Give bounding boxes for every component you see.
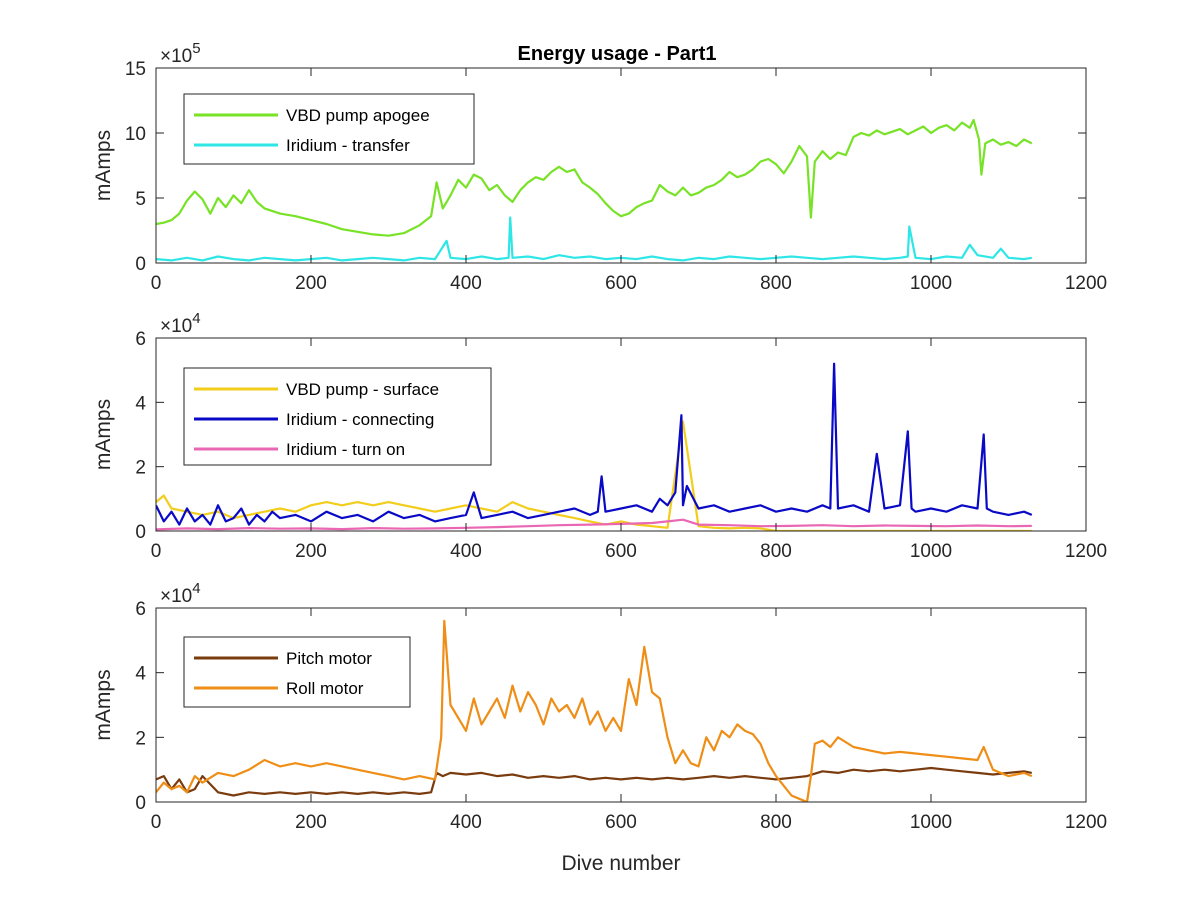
x-tick-label: 1200	[1065, 541, 1107, 562]
x-tick-label: 800	[760, 812, 792, 833]
legend-box	[183, 636, 411, 708]
y-tick-label: 15	[125, 59, 146, 80]
chart-title: Energy usage - Part1	[518, 43, 717, 65]
y-tick-label: 4	[135, 393, 146, 414]
y-exponent-base: ×10	[160, 586, 192, 607]
series-line-roll-motor	[156, 619, 1033, 802]
series-line-pitch-motor	[156, 766, 1033, 797]
series-group	[156, 118, 1033, 262]
x-tick-label: 600	[605, 273, 637, 294]
y-exponent-power: 5	[192, 40, 200, 57]
series-group	[156, 619, 1033, 802]
legend-label: Pitch motor	[286, 649, 372, 668]
x-tick-label: 800	[760, 273, 792, 294]
x-tick-label: 400	[450, 812, 482, 833]
y-tick-label: 5	[135, 189, 146, 210]
legend: VBD pump - surface Iridium - connecting Ir…	[183, 367, 492, 466]
series-line-iridium-transfer	[156, 216, 1032, 262]
y-tick-label: 0	[135, 522, 146, 543]
y-axis-label: mAmps	[92, 669, 115, 740]
legend-label: Iridium - turn on	[286, 440, 405, 459]
y-axis-label: mAmps	[92, 130, 115, 201]
y-tick-label: 2	[135, 728, 146, 749]
y-tick-label: 6	[135, 329, 146, 350]
y-exponent-base: ×10	[160, 46, 192, 67]
subplot-1: 0 200 400 600 800 1000 1200051015×105mAmpsEner…	[92, 40, 1107, 294]
y-exponent-label: ×104	[160, 310, 201, 337]
x-tick-label: 200	[295, 273, 327, 294]
y-tick-label: 0	[135, 793, 146, 814]
x-tick-label: 600	[605, 812, 637, 833]
x-axis-label: Dive number	[561, 852, 680, 875]
x-tick-label: 600	[605, 541, 637, 562]
y-exponent-power: 4	[192, 310, 200, 327]
x-tick-label: 0	[151, 812, 162, 833]
x-tick-label: 1200	[1065, 812, 1107, 833]
x-tick-label: 200	[295, 812, 327, 833]
x-tick-label: 1000	[910, 812, 952, 833]
x-tick-label: 800	[760, 541, 792, 562]
legend-box	[183, 93, 475, 165]
legend: Pitch motor Roll motor	[183, 636, 411, 708]
x-tick-label: 200	[295, 541, 327, 562]
x-tick-label: 1000	[910, 273, 952, 294]
y-exponent-power: 4	[192, 580, 200, 597]
x-tick-label: 400	[450, 541, 482, 562]
y-tick-label: 0	[135, 254, 146, 275]
legend-label: VBD pump apogee	[286, 106, 430, 125]
plots: 0 200 400 600 800 1000 1200051015×105mAmpsEner…	[92, 40, 1107, 875]
x-tick-label: 400	[450, 273, 482, 294]
y-exponent-label: ×104	[160, 580, 201, 607]
y-tick-label: 2	[135, 458, 146, 479]
legend-label: Roll motor	[286, 679, 364, 698]
y-exponent-label: ×105	[160, 40, 201, 67]
y-tick-label: 6	[135, 599, 146, 620]
series-line-vbd-pump-apogee	[156, 118, 1033, 237]
y-exponent-base: ×10	[160, 316, 192, 337]
series-line-iridium-connecting	[156, 362, 1033, 526]
legend-label: Iridium - connecting	[286, 410, 434, 429]
legend-label: Iridium - transfer	[286, 136, 410, 155]
legend-label: VBD pump - surface	[286, 380, 439, 399]
legend: VBD pump apogee Iridium - transfer	[183, 93, 475, 165]
x-tick-label: 0	[151, 541, 162, 562]
series-line-vbd-pump-surface	[156, 420, 1032, 531]
y-tick-label: 4	[135, 664, 146, 685]
y-axis-label: mAmps	[92, 399, 115, 470]
y-tick-label: 10	[125, 124, 146, 145]
x-tick-label: 1000	[910, 541, 952, 562]
x-tick-label: 1200	[1065, 273, 1107, 294]
x-tick-label: 0	[151, 273, 162, 294]
